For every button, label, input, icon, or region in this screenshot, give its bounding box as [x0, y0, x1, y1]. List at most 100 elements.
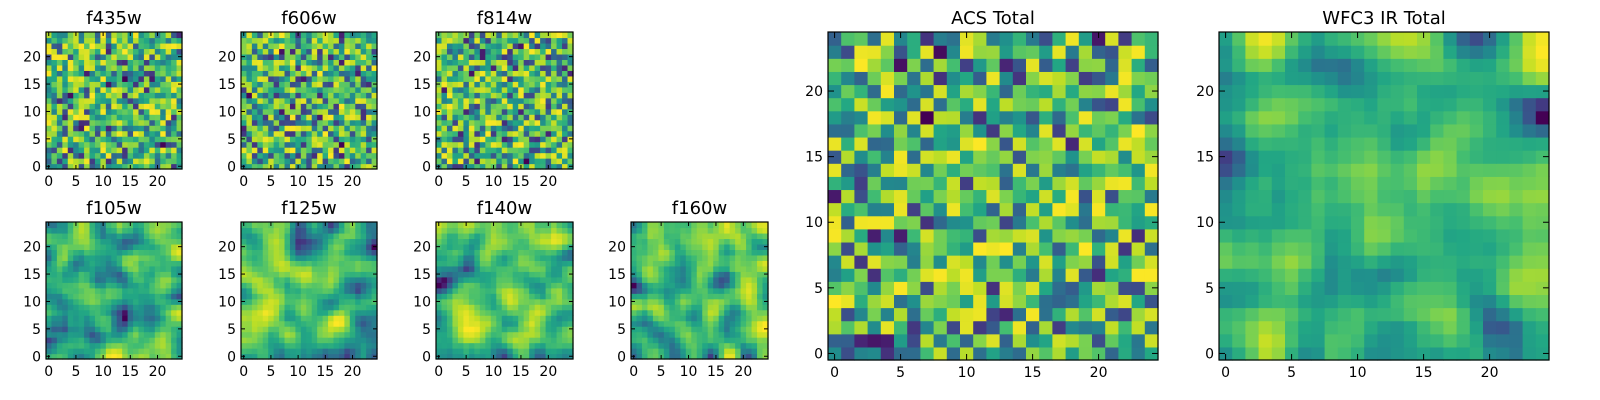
heatmap-cell [1065, 228, 1080, 243]
heatmap-cell [485, 70, 492, 77]
heatmap-cell [268, 249, 275, 256]
heatmap-cell [105, 48, 112, 55]
heatmap-cell [338, 81, 345, 88]
heatmap-cell [534, 108, 541, 115]
heatmap-cell [344, 37, 351, 44]
heatmap-cell [551, 309, 558, 316]
heatmap-cell [691, 342, 698, 349]
heatmap-cell [333, 271, 340, 278]
heatmap-cell [446, 64, 454, 71]
heatmap-cell [960, 176, 974, 191]
heatmap-cell [556, 86, 563, 93]
heatmap-cell [279, 147, 286, 154]
heatmap-cell [133, 304, 140, 311]
heatmap-cell [746, 331, 753, 338]
heatmap-cell [490, 70, 497, 77]
heatmap-cell [545, 147, 552, 154]
heatmap-cell [122, 265, 129, 272]
heatmap-cell [360, 37, 367, 44]
heatmap-cell [62, 75, 69, 82]
heatmap-cell [311, 53, 318, 60]
heatmap-cell [268, 315, 275, 322]
heatmap-cell [746, 304, 753, 311]
heatmap-cell [165, 337, 172, 344]
heatmap-cell [273, 282, 280, 289]
heatmap-cell [284, 282, 291, 289]
heatmap-cell [273, 298, 280, 305]
heatmap-cell [523, 353, 530, 360]
heatmap-cell [757, 243, 764, 250]
heatmap-cell [468, 147, 475, 154]
heatmap-cell [143, 249, 150, 256]
heatmap-cell [355, 42, 362, 50]
heatmap-cell [685, 293, 692, 300]
heatmap-cell [73, 53, 80, 60]
heatmap-cell [441, 37, 448, 44]
heatmap-cell [446, 163, 454, 170]
heatmap-cell [567, 70, 574, 77]
heatmap-cell [171, 271, 178, 278]
heatmap-cell [933, 333, 948, 348]
heatmap-cell [100, 348, 107, 355]
heatmap-cell [154, 293, 161, 300]
heatmap-cell [116, 304, 123, 311]
heatmap-cell [446, 37, 454, 44]
heatmap-cell [344, 298, 351, 305]
heatmap-cell [262, 86, 269, 93]
heatmap-cell [436, 293, 443, 300]
heatmap-cell [133, 130, 140, 137]
heatmap-cell [360, 348, 367, 355]
heatmap-cell [349, 81, 356, 88]
heatmap-cell [507, 81, 514, 88]
heatmap-cell [496, 147, 503, 154]
heatmap-cell [360, 243, 367, 250]
heatmap-cell [279, 81, 286, 88]
heatmap-cell [501, 243, 508, 250]
heatmap-cell [652, 265, 659, 272]
heatmap-cell [322, 136, 329, 143]
heatmap-cell [512, 136, 519, 143]
heatmap-cell [751, 287, 758, 294]
heatmap-cell [551, 108, 558, 115]
heatmap-cell [841, 281, 855, 295]
heatmap-cell [496, 81, 503, 88]
heatmap-cell [529, 232, 536, 240]
heatmap-cell [149, 125, 156, 132]
heatmap-cell [702, 271, 709, 278]
heatmap-cell [1052, 228, 1067, 243]
heatmap-cell [468, 114, 475, 121]
heatmap-cell [702, 309, 709, 316]
heatmap-cell [946, 268, 961, 282]
heatmap-cell [279, 265, 286, 272]
heatmap-cell [652, 222, 659, 229]
heatmap-cell [138, 130, 145, 137]
heatmap-cell [1118, 228, 1133, 243]
heatmap-cell [127, 293, 134, 300]
heatmap-cell [441, 254, 448, 261]
heatmap-cell [338, 141, 345, 148]
heatmap-cell [46, 249, 53, 256]
heatmap-cell [751, 222, 758, 229]
heatmap-cell [56, 141, 63, 148]
heatmap-cell [452, 32, 459, 39]
heatmap-cell [246, 125, 253, 132]
heatmap-cell [485, 147, 492, 154]
heatmap-cell [62, 265, 69, 272]
heatmap-cell [1052, 333, 1067, 348]
heatmap-cell [512, 92, 519, 99]
heatmap-cell [355, 282, 362, 289]
heatmap-cell [56, 147, 63, 154]
heatmap-cell [371, 315, 378, 322]
heatmap-cell [680, 304, 687, 311]
heatmap-cell [78, 97, 85, 104]
heatmap-cell [322, 147, 329, 154]
heatmap-cell [479, 86, 486, 93]
heatmap-cell [371, 70, 378, 77]
heatmap-cell [545, 293, 552, 300]
heatmap-cell [133, 158, 140, 165]
heatmap-cell [338, 222, 345, 229]
heatmap-cell [349, 108, 356, 115]
heatmap-cell [540, 114, 547, 121]
heatmap-cell [512, 238, 519, 245]
heatmap-cell [111, 81, 118, 88]
